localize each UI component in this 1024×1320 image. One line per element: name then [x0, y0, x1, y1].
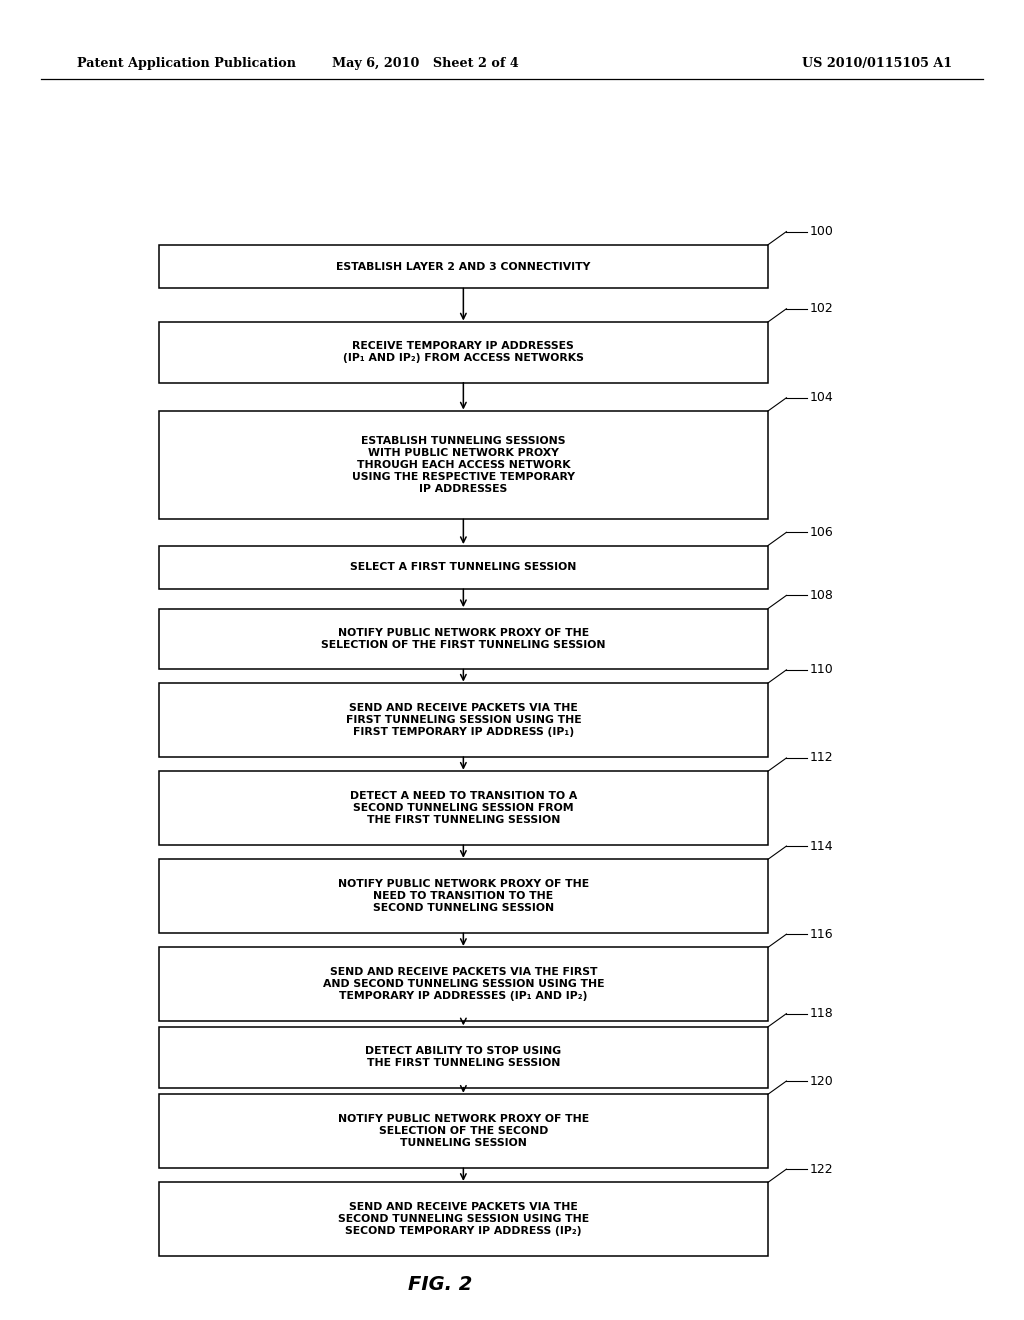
Text: FIG. 2: FIG. 2: [409, 1275, 472, 1294]
Text: ESTABLISH LAYER 2 AND 3 CONNECTIVITY: ESTABLISH LAYER 2 AND 3 CONNECTIVITY: [336, 261, 591, 272]
Text: SEND AND RECEIVE PACKETS VIA THE FIRST
AND SECOND TUNNELING SESSION USING THE
TE: SEND AND RECEIVE PACKETS VIA THE FIRST A…: [323, 968, 604, 1002]
Text: SELECT A FIRST TUNNELING SESSION: SELECT A FIRST TUNNELING SESSION: [350, 562, 577, 573]
Bar: [159, 948, 768, 1022]
Bar: [159, 545, 768, 589]
Bar: [159, 411, 768, 519]
Text: 116: 116: [810, 928, 834, 941]
Text: May 6, 2010   Sheet 2 of 4: May 6, 2010 Sheet 2 of 4: [332, 57, 518, 70]
Text: ESTABLISH TUNNELING SESSIONS
WITH PUBLIC NETWORK PROXY
THROUGH EACH ACCESS NETWO: ESTABLISH TUNNELING SESSIONS WITH PUBLIC…: [352, 436, 574, 494]
Text: 114: 114: [810, 840, 834, 853]
Bar: [159, 1183, 768, 1257]
Bar: [159, 771, 768, 845]
Text: 118: 118: [810, 1007, 834, 1020]
Text: 110: 110: [810, 664, 834, 676]
Text: 108: 108: [810, 589, 834, 602]
Text: 120: 120: [810, 1074, 834, 1088]
Text: 112: 112: [810, 751, 834, 764]
Text: 122: 122: [810, 1163, 834, 1176]
Text: RECEIVE TEMPORARY IP ADDRESSES
(IP₁ AND IP₂) FROM ACCESS NETWORKS: RECEIVE TEMPORARY IP ADDRESSES (IP₁ AND …: [343, 342, 584, 363]
Text: US 2010/0115105 A1: US 2010/0115105 A1: [802, 57, 952, 70]
Text: 102: 102: [810, 302, 834, 315]
Bar: [159, 609, 768, 669]
Bar: [159, 1094, 768, 1168]
Bar: [159, 322, 768, 383]
Text: 104: 104: [810, 391, 834, 404]
Text: SEND AND RECEIVE PACKETS VIA THE
SECOND TUNNELING SESSION USING THE
SECOND TEMPO: SEND AND RECEIVE PACKETS VIA THE SECOND …: [338, 1203, 589, 1237]
Bar: [159, 244, 768, 288]
Text: 100: 100: [810, 226, 834, 238]
Text: NOTIFY PUBLIC NETWORK PROXY OF THE
SELECTION OF THE SECOND
TUNNELING SESSION: NOTIFY PUBLIC NETWORK PROXY OF THE SELEC…: [338, 1114, 589, 1148]
Text: SEND AND RECEIVE PACKETS VIA THE
FIRST TUNNELING SESSION USING THE
FIRST TEMPORA: SEND AND RECEIVE PACKETS VIA THE FIRST T…: [345, 704, 582, 737]
Bar: [159, 1027, 768, 1088]
Bar: [159, 682, 768, 756]
Bar: [159, 859, 768, 933]
Text: DETECT A NEED TO TRANSITION TO A
SECOND TUNNELING SESSION FROM
THE FIRST TUNNELI: DETECT A NEED TO TRANSITION TO A SECOND …: [350, 791, 577, 825]
Text: NOTIFY PUBLIC NETWORK PROXY OF THE
NEED TO TRANSITION TO THE
SECOND TUNNELING SE: NOTIFY PUBLIC NETWORK PROXY OF THE NEED …: [338, 879, 589, 913]
Text: 106: 106: [810, 525, 834, 539]
Text: DETECT ABILITY TO STOP USING
THE FIRST TUNNELING SESSION: DETECT ABILITY TO STOP USING THE FIRST T…: [366, 1047, 561, 1068]
Text: NOTIFY PUBLIC NETWORK PROXY OF THE
SELECTION OF THE FIRST TUNNELING SESSION: NOTIFY PUBLIC NETWORK PROXY OF THE SELEC…: [322, 628, 605, 649]
Text: Patent Application Publication: Patent Application Publication: [77, 57, 296, 70]
